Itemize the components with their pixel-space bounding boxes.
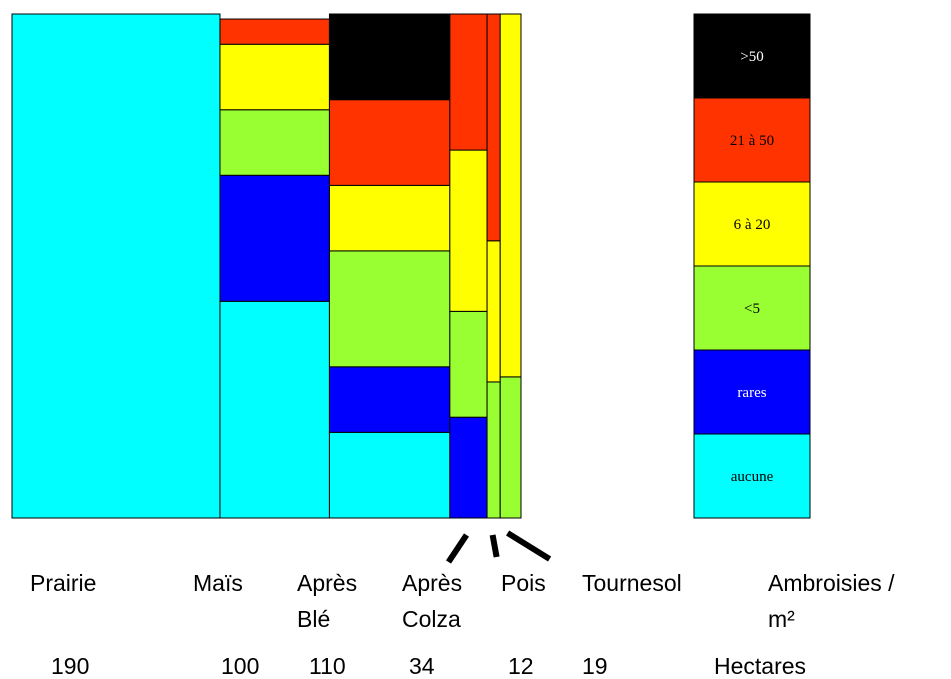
mosaic-cell-5-2	[499, 376, 522, 519]
legend-label-2: <5	[744, 301, 760, 317]
mosaic-cell-1-4	[219, 18, 330, 45]
category-labels: Prairie Maïs Après Blé Après Colza Pois Tournes…	[30, 570, 682, 632]
mosaic-cell-1-2	[219, 109, 330, 176]
legend-swatch-5	[693, 13, 811, 99]
category-label-2-line-1: Après	[297, 570, 357, 596]
hectare-labels: 190 100 110 34 12 19	[51, 653, 608, 679]
hectares-title: Hectares	[714, 653, 806, 679]
legend-swatch-1	[693, 349, 811, 435]
mosaic-cell-3-3	[449, 149, 488, 312]
legend-label-1: rares	[737, 385, 766, 401]
mosaic-cell-2-0	[328, 431, 451, 519]
legend-swatch-4	[693, 97, 811, 183]
legend-label-0: aucune	[731, 469, 774, 485]
legend-title-line-1: Ambroisies /	[768, 570, 895, 596]
category-label-0-line-1: Prairie	[30, 570, 96, 596]
legend-label-3: 6 à 20	[734, 217, 771, 233]
mosaic-cell-4-4	[486, 13, 501, 242]
mosaic-cell-2-5	[328, 13, 451, 101]
category-label-2-line-2: Blé	[297, 606, 330, 632]
legend-swatch-3	[693, 181, 811, 267]
mosaic-cell-3-1	[449, 416, 488, 519]
category-label-3-line-2: Colza	[402, 606, 461, 632]
hectare-value-5: 19	[582, 653, 608, 679]
connector-line-0	[446, 533, 469, 564]
mosaic-cell-1-0	[219, 300, 330, 519]
category-label-1-line-1: Maïs	[193, 570, 243, 596]
mosaic-cell-2-3	[328, 184, 451, 252]
mosaic-cell-1-1	[219, 174, 330, 302]
mosaic-cell-1-3	[219, 43, 330, 111]
legend-label-4: 21 à 50	[730, 133, 774, 149]
mosaic-cell-2-4	[328, 99, 451, 186]
hectare-value-4: 12	[508, 653, 534, 679]
mosaic-cell-2-2	[328, 250, 451, 368]
mosaic-cell-2-1	[328, 366, 451, 433]
legend-title-line-2: m²	[768, 606, 795, 632]
hectare-value-2: 110	[309, 653, 346, 679]
hectare-value-3: 34	[409, 653, 435, 679]
connector-line-2	[506, 530, 552, 562]
label-connectors	[446, 530, 552, 564]
category-label-4-line-1: Pois	[501, 570, 546, 596]
category-label-3-line-1: Après	[402, 570, 462, 596]
legend: >50 21 à 50 6 à 20 <5 rares aucune	[693, 13, 811, 519]
hectare-value-1: 100	[221, 653, 259, 679]
legend-label-5: >50	[740, 49, 763, 65]
legend-swatch-0	[693, 433, 811, 519]
connector-line-1	[489, 534, 500, 558]
mosaic-cell-4-2	[486, 381, 501, 519]
hectare-value-0: 190	[51, 653, 89, 679]
legend-swatch-2	[693, 265, 811, 351]
mosaic-cell-5-3	[499, 13, 522, 378]
category-label-5-line-1: Tournesol	[582, 570, 682, 596]
mosaic-cell-3-2	[449, 310, 488, 418]
mosaic-cell-0-0	[11, 13, 221, 519]
mosaic-cell-4-3	[486, 240, 501, 383]
mosaic-plot	[11, 13, 522, 519]
mosaic-cell-3-4	[449, 13, 488, 151]
